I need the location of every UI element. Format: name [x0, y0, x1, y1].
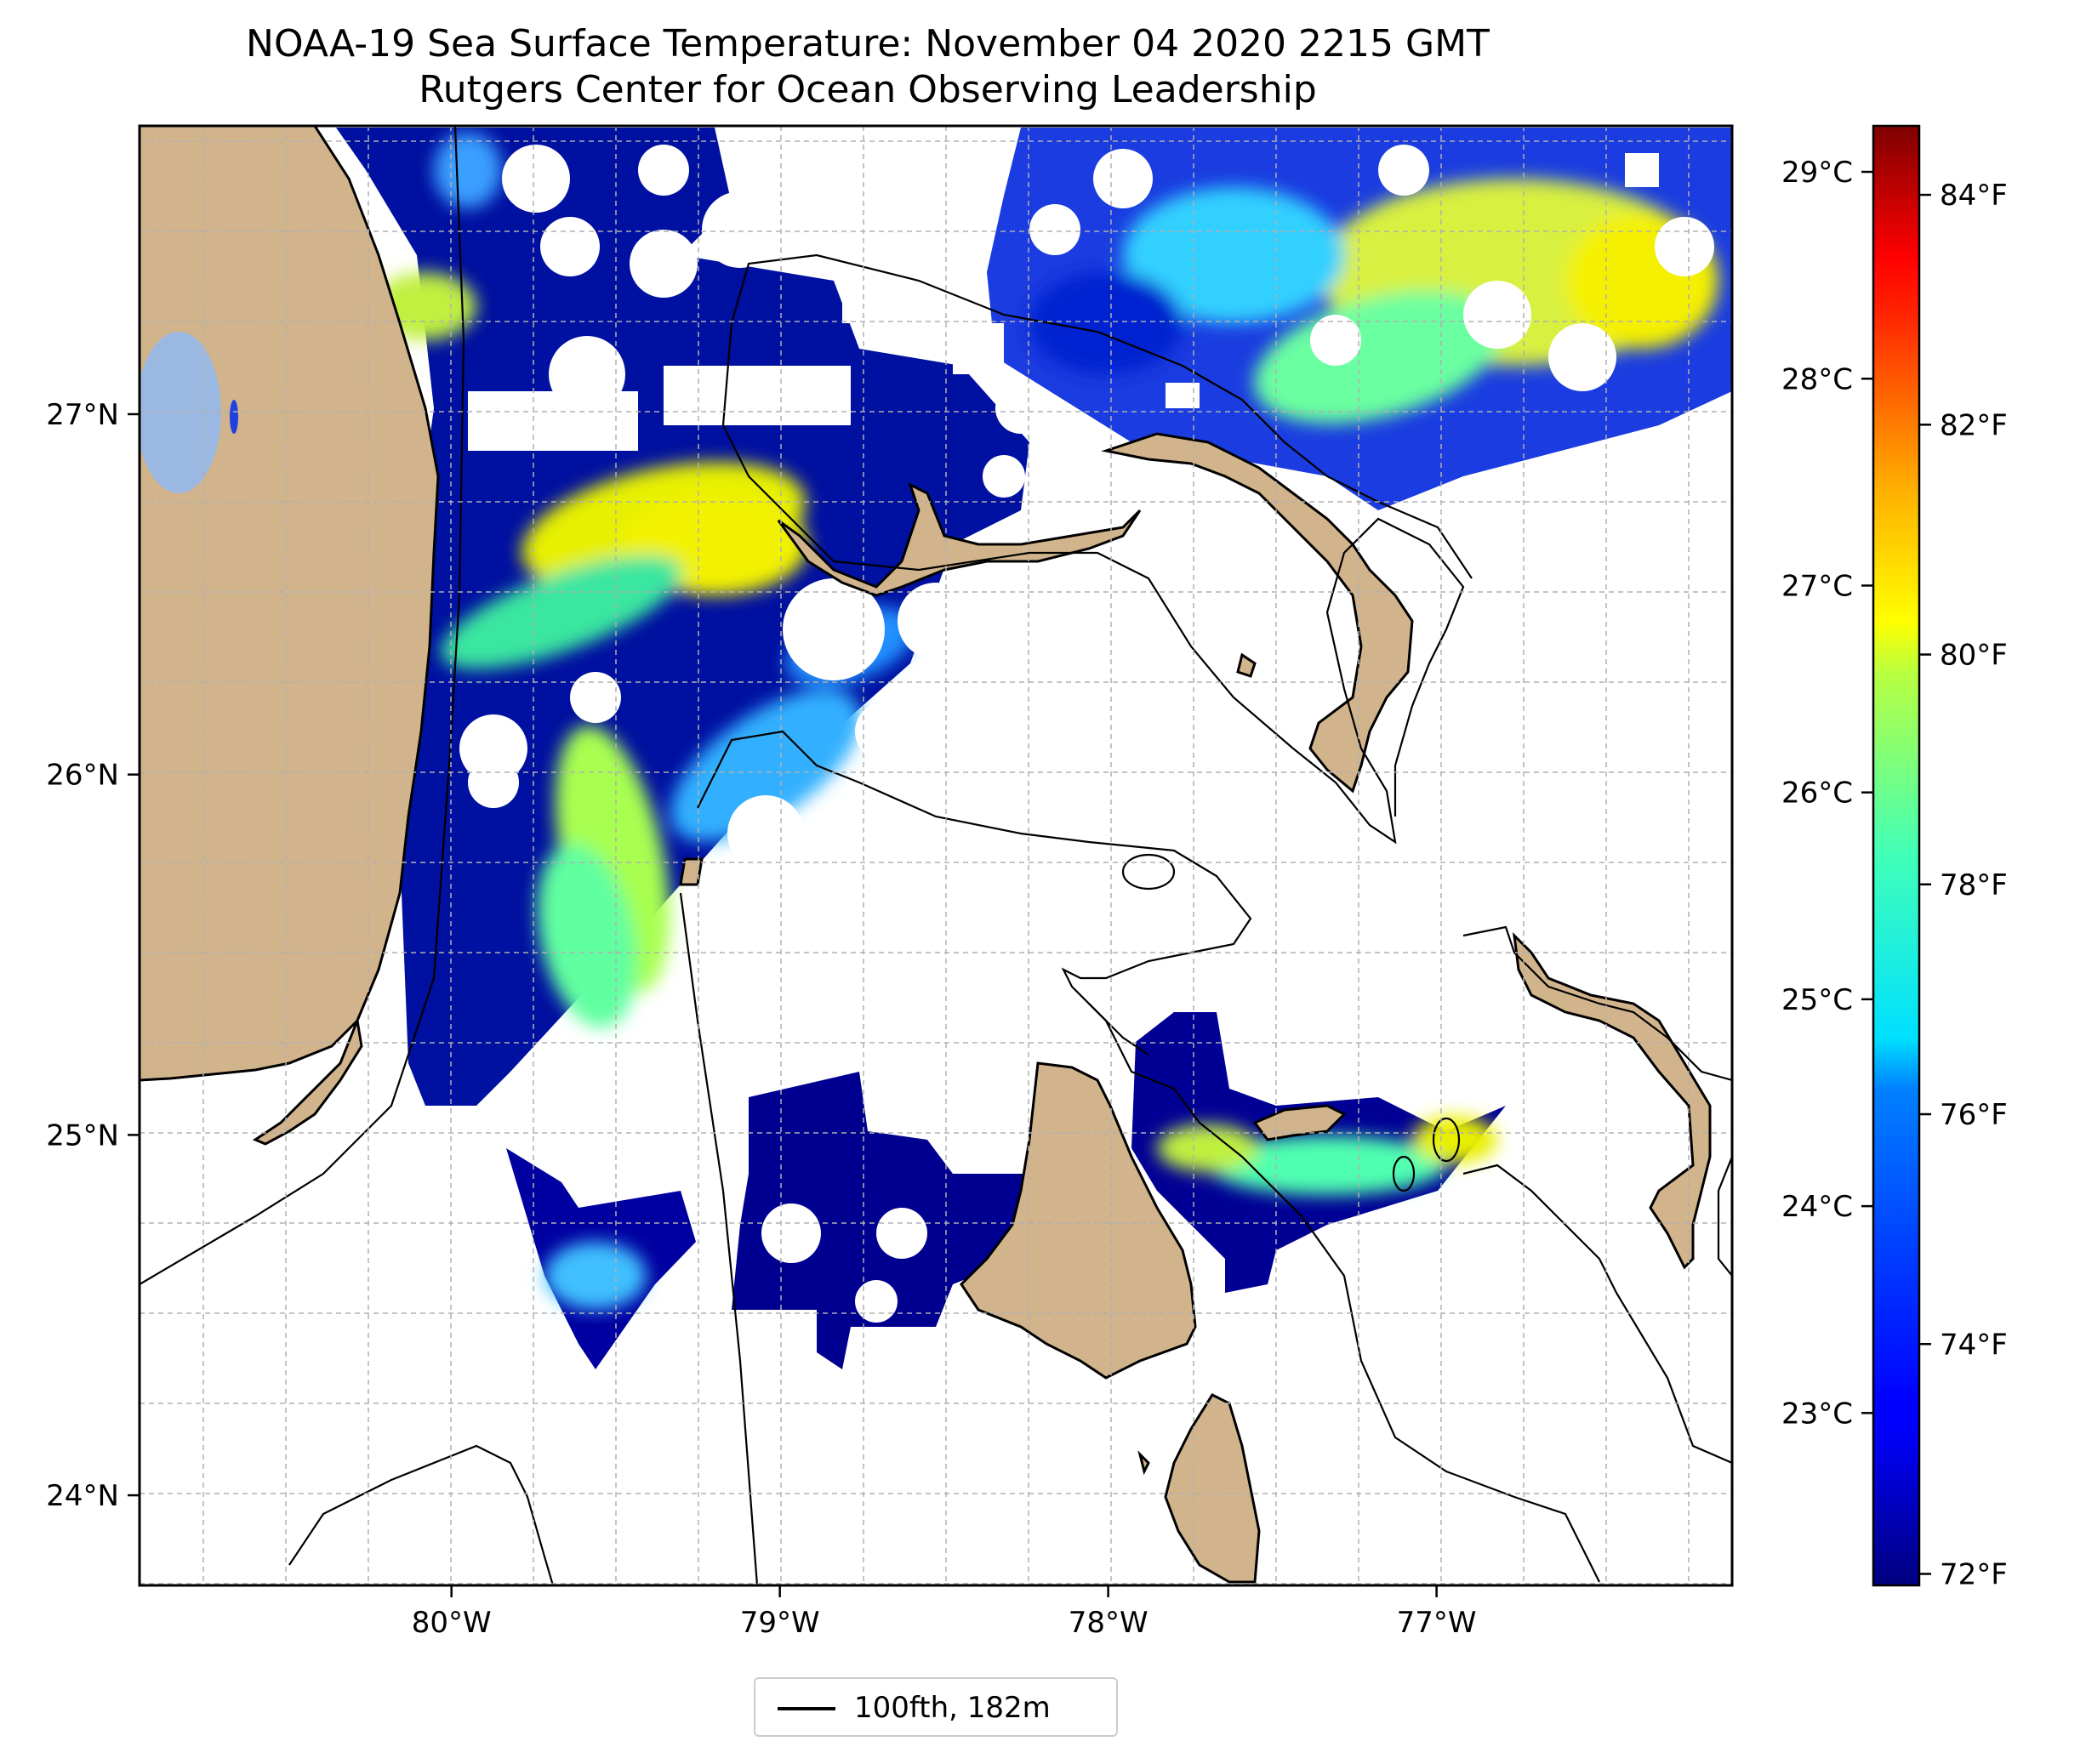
sst-data-northeast [987, 128, 1732, 510]
grand-bahama [777, 482, 1142, 597]
celsius-tick-label: 28°C [1781, 362, 1853, 396]
celsius-tick-label: 26°C [1781, 777, 1853, 811]
colorbar [1872, 124, 1921, 1587]
land [140, 126, 1712, 1584]
celsius-ticks: 29°C 28°C 27°C 26°C 25°C 24°C 23°C [1781, 156, 1873, 1431]
andros [960, 1061, 1197, 1380]
isobath-100fth [140, 126, 1732, 1585]
fahrenheit-tick-label: 72°F [1940, 1557, 2008, 1591]
legend-line-swatch [778, 1707, 835, 1710]
chart-title: NOAA-19 Sea Surface Temperature: Novembe… [246, 22, 1490, 65]
lat-tick-label: 27°N [46, 398, 119, 432]
legend-label: 100fth, 182m [854, 1691, 1051, 1725]
sst-data-northwest [336, 128, 1029, 1106]
cloud-mask [459, 145, 1714, 1323]
graticule [140, 126, 1732, 1585]
longitude-ticks: 80°W 79°W 78°W 77°W [412, 1585, 1477, 1640]
latitude-ticks: 24°N 25°N 26°N 27°N [46, 398, 140, 1513]
lat-tick-label: 25°N [46, 1118, 119, 1152]
eleuthera [1512, 931, 1712, 1270]
lon-tick-label: 80°W [412, 1606, 492, 1640]
bimini [679, 857, 704, 886]
new-providence [1252, 1104, 1347, 1141]
lake-okeechobee [140, 332, 221, 493]
lon-tick-label: 77°W [1397, 1606, 1477, 1640]
celsius-tick-label: 27°C [1781, 569, 1853, 603]
lat-tick-label: 24°N [46, 1479, 119, 1513]
celsius-tick-label: 23°C [1781, 1397, 1853, 1431]
fahrenheit-tick-label: 76°F [1940, 1098, 2008, 1132]
lon-tick-label: 78°W [1069, 1606, 1148, 1640]
map-frame [138, 124, 1734, 1587]
fahrenheit-tick-label: 80°F [1940, 639, 2008, 673]
chart-subtitle: Rutgers Center for Ocean Observing Leade… [419, 68, 1317, 111]
legend: 100fth, 182m [754, 1677, 1118, 1737]
fahrenheit-ticks: 84°F 82°F 80°F 78°F 76°F 74°F 72°F [1919, 179, 2008, 1591]
celsius-tick-label: 29°C [1781, 156, 1853, 190]
celsius-tick-label: 25°C [1781, 983, 1853, 1017]
fahrenheit-tick-label: 78°F [1940, 868, 2008, 902]
florida-land [140, 126, 440, 1082]
fahrenheit-tick-label: 74°F [1940, 1328, 2008, 1362]
lat-tick-label: 26°N [46, 759, 119, 793]
fahrenheit-tick-label: 84°F [1940, 179, 2008, 213]
lon-tick-label: 79°W [740, 1606, 820, 1640]
celsius-tick-label: 24°C [1781, 1190, 1853, 1224]
exuma-islands [1164, 1393, 1261, 1584]
fahrenheit-tick-label: 82°F [1940, 408, 2008, 442]
florida-keys [252, 1016, 363, 1146]
